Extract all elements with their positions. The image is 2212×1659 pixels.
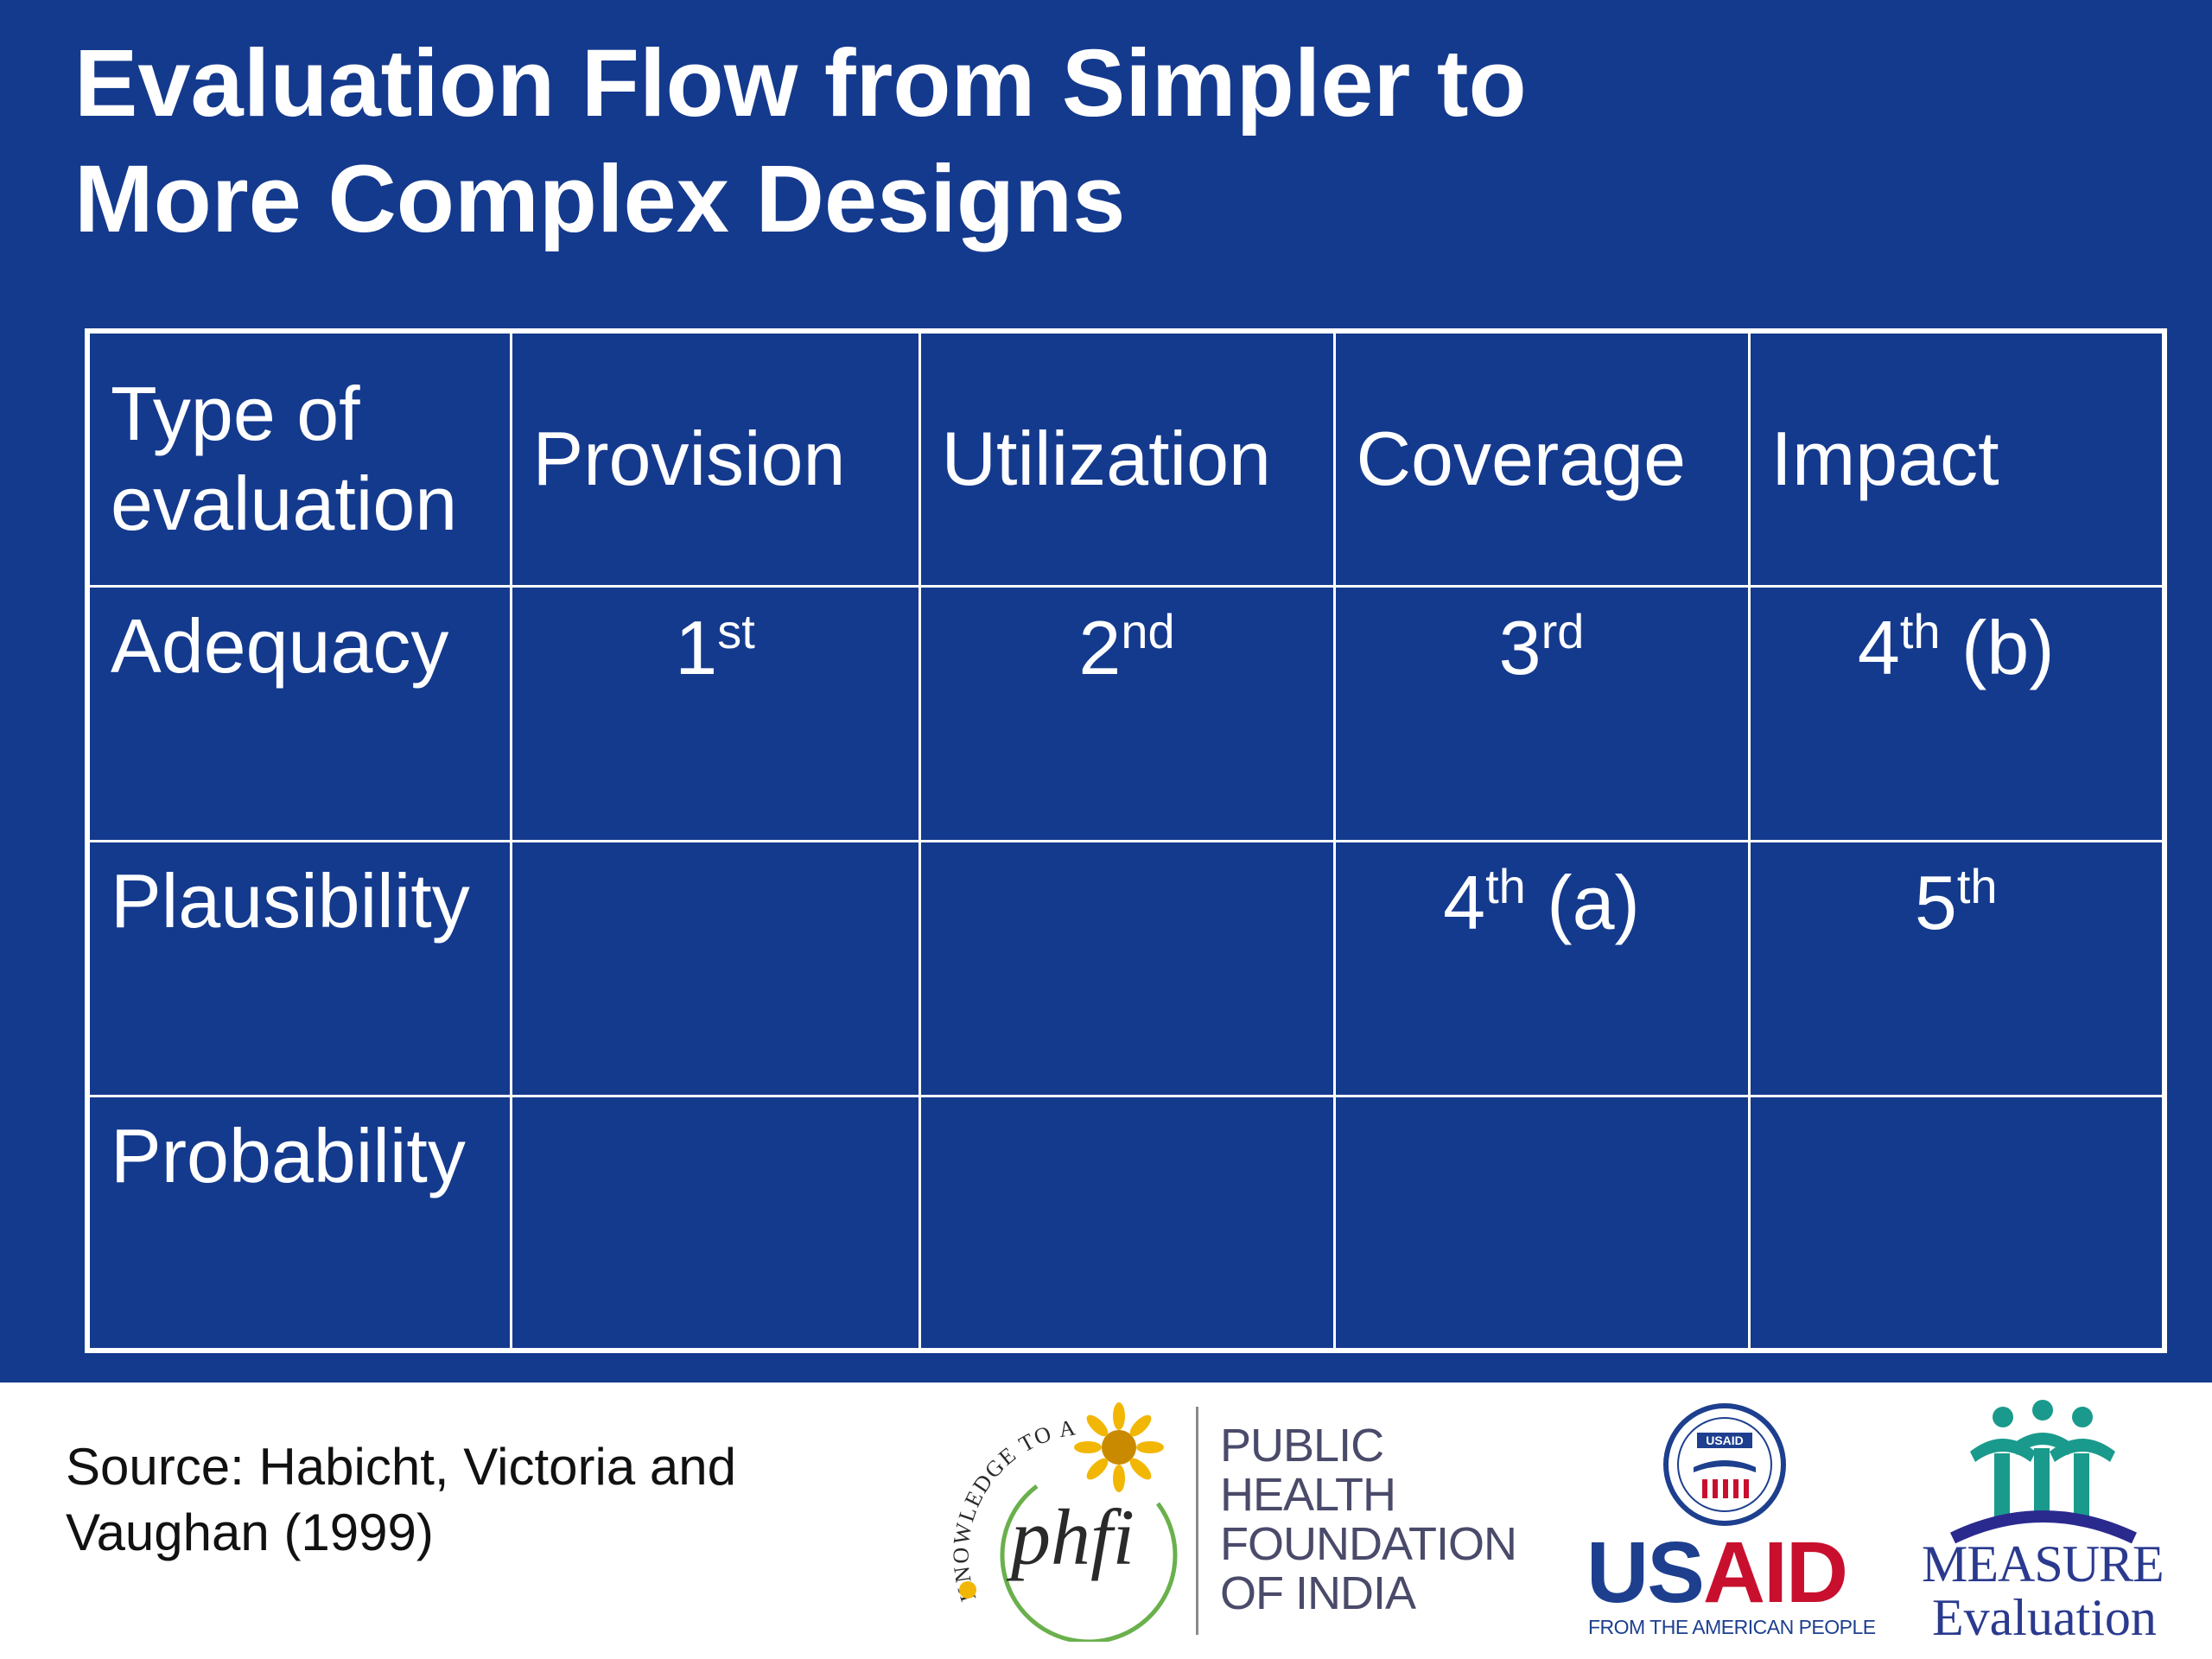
row-label-probability: Probability bbox=[86, 1094, 512, 1352]
rank-number: 4 bbox=[1857, 604, 1900, 690]
usaid-word-aid: AID bbox=[1702, 1524, 1848, 1621]
phfi-logo: KNOWLEDGE TO ACTION phfi bbox=[942, 1400, 1178, 1642]
rank-ordinal: rd bbox=[1541, 603, 1585, 658]
measure-subword: Evaluation bbox=[1932, 1589, 2157, 1646]
phfi-name: PUBLIC HEALTH FOUNDATION OF INDIA bbox=[1220, 1420, 1517, 1619]
source-line2: Vaughan (1999) bbox=[66, 1503, 434, 1561]
table-cell: 2nd bbox=[918, 584, 1336, 842]
row-label-plausibility: Plausibility bbox=[86, 839, 512, 1097]
table-cell: 1st bbox=[509, 584, 921, 842]
slide-title-line1: Evaluation Flow from Simpler to bbox=[74, 30, 1527, 137]
rank-ordinal: nd bbox=[1121, 603, 1175, 658]
usaid-word-us: US bbox=[1586, 1524, 1705, 1621]
source-citation: Source: Habicht, Victoria and Vaughan (1… bbox=[66, 1434, 843, 1566]
usaid-tagline: FROM THE AMERICAN PEOPLE bbox=[1588, 1616, 1876, 1638]
source-line1: Source: Habicht, Victoria and bbox=[66, 1438, 736, 1496]
phfi-leaf-icon bbox=[959, 1581, 976, 1599]
table-cell bbox=[509, 839, 921, 1097]
table-cell bbox=[509, 1094, 921, 1352]
table-row-probability: Probability bbox=[86, 1094, 2166, 1352]
header-label-line1: Type of bbox=[111, 371, 360, 457]
phfi-name-line: FOUNDATION bbox=[1220, 1518, 1517, 1570]
usaid-seal-icon: USAID bbox=[1663, 1403, 1786, 1526]
table-cell bbox=[1747, 1094, 2166, 1352]
table-cell: 3rd bbox=[1332, 584, 1751, 842]
people-figures-icon bbox=[1949, 1400, 2137, 1544]
header-cell-type-of-evaluation: Type of evaluation bbox=[86, 329, 512, 588]
phfi-name-line: PUBLIC bbox=[1220, 1420, 1384, 1471]
header-label-line2: evaluation bbox=[111, 461, 458, 547]
table-header-row: Type of evaluation Provision Utilization… bbox=[86, 329, 2166, 588]
header-cell-impact: Impact bbox=[1747, 329, 2166, 588]
rank-ordinal: th bbox=[1956, 858, 1998, 913]
slide-title-line2: More Complex Designs bbox=[74, 146, 1126, 252]
svg-text:USAID: USAID bbox=[1706, 1433, 1744, 1447]
rank-number: 3 bbox=[1498, 604, 1541, 690]
measure-wordmark: MEASURE bbox=[1922, 1535, 2164, 1592]
slide-title: Evaluation Flow from Simpler to More Com… bbox=[74, 26, 2062, 257]
phfi-name-line: OF INDIA bbox=[1220, 1567, 1416, 1619]
rank-suffix: (b) bbox=[1940, 604, 2055, 690]
phfi-green-arc bbox=[1000, 1484, 1178, 1642]
table-row-plausibility: Plausibility 4th (a) 5th bbox=[86, 839, 2166, 1097]
phfi-mark: phfi bbox=[1006, 1493, 1135, 1581]
rank-number: 4 bbox=[1443, 859, 1486, 945]
table-cell: 4th (b) bbox=[1747, 584, 2166, 842]
rank-number: 5 bbox=[1914, 859, 1957, 945]
table-row-adequacy: Adequacy 1st 2nd 3rd 4th (b) bbox=[86, 584, 2166, 842]
evaluation-table: Type of evaluation Provision Utilization… bbox=[85, 328, 2167, 1353]
usaid-wordmark: USAID bbox=[1586, 1529, 1848, 1616]
phfi-divider bbox=[1196, 1407, 1198, 1635]
table-cell: 4th (a) bbox=[1332, 839, 1751, 1097]
header-cell-provision: Provision bbox=[509, 329, 921, 588]
phfi-name-line: HEALTH bbox=[1220, 1469, 1396, 1521]
rank-ordinal: st bbox=[717, 603, 755, 658]
rank-number: 2 bbox=[1078, 604, 1122, 690]
table-cell bbox=[918, 1094, 1336, 1352]
row-label-adequacy: Adequacy bbox=[86, 584, 512, 842]
rank-ordinal: th bbox=[1485, 858, 1526, 913]
table-cell bbox=[1332, 1094, 1751, 1352]
header-cell-utilization: Utilization bbox=[918, 329, 1336, 588]
rank-ordinal: th bbox=[1899, 603, 1941, 658]
sunflower-icon bbox=[1074, 1402, 1164, 1492]
table-cell: 5th bbox=[1747, 839, 2166, 1097]
table-cell bbox=[918, 839, 1336, 1097]
header-cell-coverage: Coverage bbox=[1332, 329, 1751, 588]
rank-suffix: (a) bbox=[1525, 859, 1640, 945]
rank-number: 1 bbox=[675, 604, 718, 690]
